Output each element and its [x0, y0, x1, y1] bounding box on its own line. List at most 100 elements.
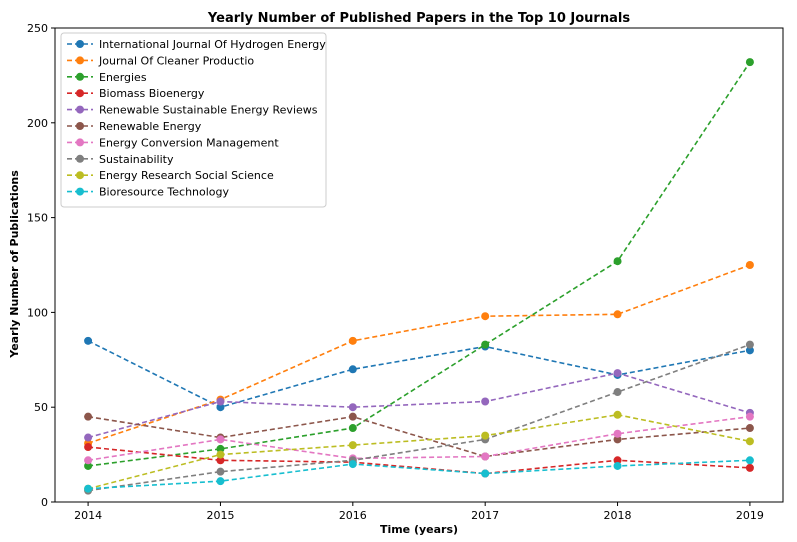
data-point — [216, 467, 225, 476]
legend-label: Sustainability — [99, 153, 174, 166]
series-1 — [84, 336, 754, 412]
series-8 — [84, 340, 754, 495]
data-point — [216, 477, 225, 486]
series-9 — [84, 410, 754, 493]
legend-marker — [76, 89, 84, 98]
legend-item: Renewable Energy — [67, 120, 202, 133]
legend-marker — [76, 72, 84, 81]
legend-item: Energy Research Social Science — [67, 169, 274, 182]
series-line — [88, 459, 750, 490]
data-point — [481, 431, 490, 440]
data-point — [348, 336, 357, 345]
legend-item: Energy Conversion Management — [67, 136, 279, 149]
legend-label: Journal Of Cleaner Productio — [98, 54, 254, 67]
data-point — [745, 346, 754, 355]
data-point — [481, 312, 490, 321]
y-tick-label: 200 — [27, 117, 48, 130]
data-point — [613, 456, 622, 465]
series-line — [87, 61, 751, 467]
data-point — [481, 469, 490, 478]
legend-marker — [76, 138, 84, 147]
data-point — [348, 403, 357, 412]
legend-label: Bioresource Technology — [99, 186, 230, 199]
y-tick-label: 50 — [34, 401, 48, 414]
y-tick-label: 150 — [27, 212, 48, 225]
legend-label: Renewable Energy — [99, 120, 202, 133]
data-point — [84, 484, 93, 493]
legend-marker — [76, 40, 84, 48]
data-point — [745, 437, 754, 446]
data-point — [481, 397, 490, 406]
data-point — [348, 441, 357, 450]
data-point — [481, 340, 490, 349]
legend-frame — [60, 32, 327, 208]
x-axis-label: Time (years) — [380, 523, 458, 536]
y-axis-label: Yearly Number of Publications — [8, 170, 21, 359]
legend-marker — [76, 105, 84, 114]
x-tick-label: 2019 — [736, 509, 764, 522]
series-line — [87, 264, 751, 444]
series-4 — [84, 443, 754, 478]
data-point — [613, 310, 622, 319]
data-point — [84, 433, 93, 442]
series-2 — [84, 261, 754, 448]
series-layer — [84, 58, 754, 495]
data-point — [348, 460, 357, 469]
legend-item: Renewable Sustainable Energy Reviews — [67, 104, 318, 117]
data-point — [745, 424, 754, 433]
x-tick-label: 2018 — [604, 509, 632, 522]
legend-marker — [76, 187, 84, 196]
x-tick-label: 2014 — [74, 509, 102, 522]
x-tick-label: 2015 — [206, 509, 234, 522]
data-point — [216, 397, 225, 406]
data-point — [745, 58, 754, 67]
data-point — [216, 444, 225, 453]
series-line — [87, 415, 750, 458]
data-point — [481, 452, 490, 461]
data-point — [84, 456, 93, 465]
data-point — [216, 456, 225, 465]
legend-label: Biomass Bioenergy — [99, 87, 205, 100]
y-tick-label: 0 — [41, 496, 48, 509]
series-10 — [84, 456, 754, 493]
series-line — [87, 372, 751, 439]
data-point — [745, 463, 754, 472]
legend-label: International Journal Of Hydrogen Energy — [99, 38, 326, 51]
plot-area: 0 50 100 150 200 250 2014 2015 2016 2017 2018 2019 — [27, 22, 784, 522]
data-point — [216, 450, 225, 459]
series-line — [88, 446, 750, 475]
series-line — [87, 343, 751, 492]
legend-marker — [76, 56, 84, 65]
data-point — [613, 388, 622, 397]
data-point — [348, 365, 357, 374]
y-axis: 0 50 100 150 200 250 — [27, 22, 55, 509]
data-point — [216, 403, 225, 412]
data-point — [745, 261, 754, 269]
series-line — [87, 415, 751, 462]
data-point — [84, 412, 93, 421]
legend-item: Biomass Bioenergy — [67, 87, 205, 100]
chart-title: Yearly Number of Published Papers in the… — [207, 11, 630, 26]
data-point — [745, 456, 754, 465]
legend-marker — [76, 122, 84, 130]
data-point — [84, 443, 93, 452]
legend-item: Sustainability — [67, 153, 174, 166]
legend-item: Journal Of Cleaner Productio — [67, 54, 254, 67]
y-tick-label: 100 — [27, 306, 48, 319]
y-tick-label: 250 — [27, 22, 48, 35]
x-tick-label: 2017 — [471, 509, 499, 522]
legend-item: Energies — [67, 71, 147, 84]
legend-marker — [76, 154, 84, 163]
legend-marker — [76, 171, 84, 180]
legend-label: Energies — [99, 71, 147, 84]
x-axis: 2014 2015 2016 2017 2018 2019 — [74, 502, 764, 522]
data-point — [613, 369, 622, 378]
legend-label: Renewable Sustainable Energy Reviews — [99, 104, 318, 117]
data-point — [84, 336, 93, 345]
data-point — [613, 435, 622, 444]
legend-item: Bioresource Technology — [67, 186, 230, 199]
series-line — [87, 413, 751, 490]
legend-label: Energy Research Social Science — [99, 169, 274, 182]
series-7 — [84, 412, 754, 465]
